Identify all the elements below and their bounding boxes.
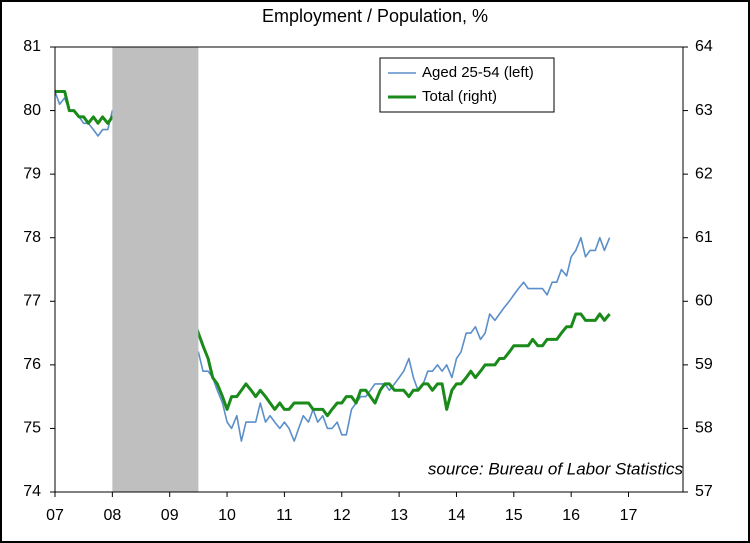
legend-label: Total (right) bbox=[422, 88, 497, 105]
x-tick-label: 14 bbox=[448, 507, 466, 524]
y-tick-label: 80 bbox=[23, 102, 41, 119]
y2-tick-label: 63 bbox=[695, 102, 713, 119]
y-tick-label: 79 bbox=[23, 165, 41, 182]
y2-tick-label: 61 bbox=[695, 229, 713, 246]
legend-label: Aged 25-54 (left) bbox=[422, 64, 534, 81]
y2-tick-label: 62 bbox=[695, 165, 713, 182]
y-tick-label: 76 bbox=[23, 356, 41, 373]
y2-tick-label: 57 bbox=[695, 483, 713, 500]
y2-tick-label: 58 bbox=[695, 420, 713, 437]
annotation: source: Bureau of Labor Statistics bbox=[428, 459, 684, 478]
x-tick-label: 17 bbox=[620, 507, 638, 524]
y-tick-label: 81 bbox=[23, 38, 41, 55]
chart-title: Employment / Population, % bbox=[262, 6, 488, 26]
x-tick-label: 07 bbox=[46, 507, 64, 524]
plot-border bbox=[54, 46, 684, 493]
y-tick-label: 77 bbox=[23, 293, 41, 310]
x-tick-label: 11 bbox=[276, 507, 293, 524]
x-tick-label: 09 bbox=[161, 507, 179, 524]
y2-tick-label: 60 bbox=[695, 293, 713, 310]
legend-box bbox=[379, 57, 555, 113]
y2-tick-label: 59 bbox=[695, 356, 713, 373]
y-tick-label: 78 bbox=[23, 229, 41, 246]
x-tick-label: 13 bbox=[390, 507, 408, 524]
y-tick-label: 75 bbox=[23, 420, 41, 437]
y2-tick-label: 64 bbox=[695, 38, 713, 55]
x-tick-label: 10 bbox=[218, 507, 236, 524]
x-tick-label: 12 bbox=[333, 507, 351, 524]
x-tick-label: 15 bbox=[505, 507, 523, 524]
x-tick-label: 08 bbox=[103, 507, 121, 524]
x-tick-label: 16 bbox=[562, 507, 580, 524]
y-tick-label: 74 bbox=[23, 483, 41, 500]
recession-band bbox=[112, 47, 199, 492]
